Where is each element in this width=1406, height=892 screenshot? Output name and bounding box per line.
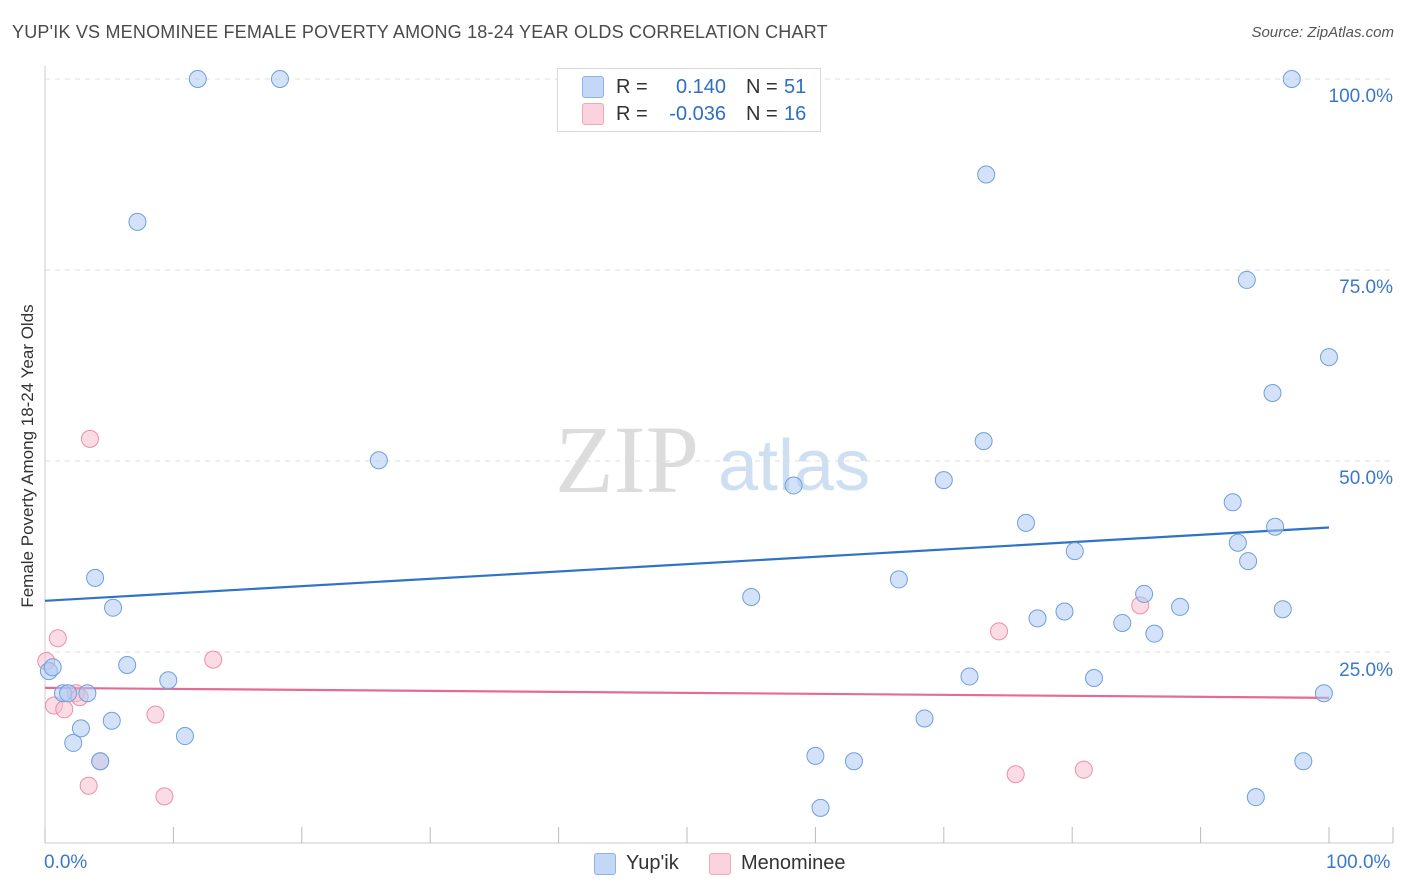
bottom-legend-label-menominee: Menominee [741, 852, 846, 874]
yupik-point [960, 667, 979, 686]
yupik-point [1246, 788, 1265, 807]
yupik-point [844, 752, 863, 771]
legend-row-menominee: R = -0.036 N = 16 [582, 101, 806, 127]
yupik-point [977, 165, 996, 184]
yupik-point [175, 727, 194, 746]
yupik-point [188, 70, 207, 88]
yupik-point [86, 568, 105, 587]
chart-title: YUP'IK VS MENOMINEE FEMALE POVERTY AMONG… [12, 22, 828, 42]
yupik-point [59, 684, 78, 703]
menominee-point [1006, 765, 1025, 784]
yupik-point [1135, 584, 1154, 603]
y-tick-label-25: 25.0% [1339, 660, 1393, 681]
menominee-point [1074, 760, 1093, 779]
yupik-point [1171, 597, 1190, 616]
yupik-point [1113, 613, 1132, 632]
yupik-point [71, 719, 90, 738]
yupik-point [1263, 384, 1282, 403]
menominee-point [146, 705, 165, 724]
menominee-point [990, 622, 1009, 641]
yupik-point [1223, 493, 1242, 512]
legend-r-value: -0.036 [669, 102, 726, 125]
yupik-point [91, 752, 110, 771]
legend-n-value: 16 [784, 102, 807, 125]
watermark-zip: ZIP [555, 406, 699, 513]
menominee-point [48, 629, 67, 648]
yupik-point [159, 671, 178, 690]
yupik-point [1228, 533, 1247, 552]
x-tick-label-max: 100.0% [1326, 852, 1391, 873]
menominee-point [204, 650, 223, 669]
yupik-point [1055, 602, 1074, 621]
source-label: Source: ZipAtlas.com [1251, 24, 1394, 41]
legend-r-label: R = [616, 75, 648, 98]
yupik-point [78, 684, 97, 703]
bottom-legend-menominee: Menominee [709, 852, 846, 875]
legend-r-value: 0.140 [675, 75, 726, 98]
yupik-point [1028, 609, 1047, 628]
bottom-legend-yupik: Yup'ik [594, 852, 679, 875]
yupik-point [806, 746, 825, 765]
legend-n-label: N = [746, 75, 778, 98]
y-tick-label-75: 75.0% [1339, 277, 1393, 298]
yupik-point [1273, 600, 1292, 619]
legend-swatch-menominee [582, 103, 604, 125]
yupik-point [43, 658, 62, 677]
yupik-point [128, 212, 147, 231]
yupik-point [270, 70, 289, 88]
yupik-point [915, 709, 934, 728]
y-tick-label-100: 100.0% [1328, 86, 1393, 107]
yupik-point [974, 432, 993, 451]
y-tick-label-50: 50.0% [1339, 468, 1393, 489]
y-axis-label: Female Poverty Among 18-24 Year Olds [18, 304, 37, 608]
menominee-point [80, 429, 99, 448]
legend-swatch-yupik [582, 76, 604, 98]
yupik-point [1016, 513, 1035, 532]
menominee-trend-line [44, 686, 1330, 699]
yupik-trend-line [44, 526, 1330, 602]
legend-n-label: N = [746, 102, 778, 125]
yupik-point [102, 711, 121, 730]
yupik-point [1085, 668, 1104, 687]
yupik-point [784, 476, 803, 495]
yupik-point [1314, 684, 1333, 703]
yupik-point [934, 471, 953, 490]
yupik-point [1282, 70, 1301, 88]
menominee-point [55, 700, 74, 719]
axes [44, 66, 1394, 844]
data-points [37, 70, 1338, 817]
watermark: ZIP atlas [555, 406, 870, 513]
correlation-legend: R = 0.140 N = 51 R = -0.036 N = 16 [557, 68, 821, 132]
legend-row-yupik: R = 0.140 N = 51 [582, 74, 806, 100]
gridlines [45, 78, 1393, 653]
menominee-point [155, 787, 174, 806]
yupik-point [889, 570, 908, 589]
yupik-point [104, 598, 123, 617]
yupik-point [1294, 752, 1313, 771]
yupik-point [369, 451, 388, 470]
yupik-point [1266, 517, 1285, 536]
yupik-point [742, 587, 761, 606]
menominee-point [79, 776, 98, 795]
bottom-legend-swatch-menominee [709, 852, 731, 875]
legend-n-value: 51 [784, 75, 807, 98]
yupik-point [118, 655, 137, 674]
bottom-legend-swatch-yupik [594, 852, 616, 875]
bottom-legend-label-yupik: Yup'ik [626, 852, 679, 874]
yupik-point [64, 733, 83, 752]
trend-lines [44, 526, 1330, 699]
legend-r-label: R = [616, 102, 648, 125]
yupik-point [811, 798, 830, 817]
yupik-point [1145, 624, 1164, 643]
yupik-point [1237, 270, 1256, 289]
yupik-point [1065, 542, 1084, 561]
yupik-point [1320, 348, 1338, 367]
yupik-point [1239, 552, 1258, 571]
x-tick-label-min: 0.0% [44, 852, 88, 873]
